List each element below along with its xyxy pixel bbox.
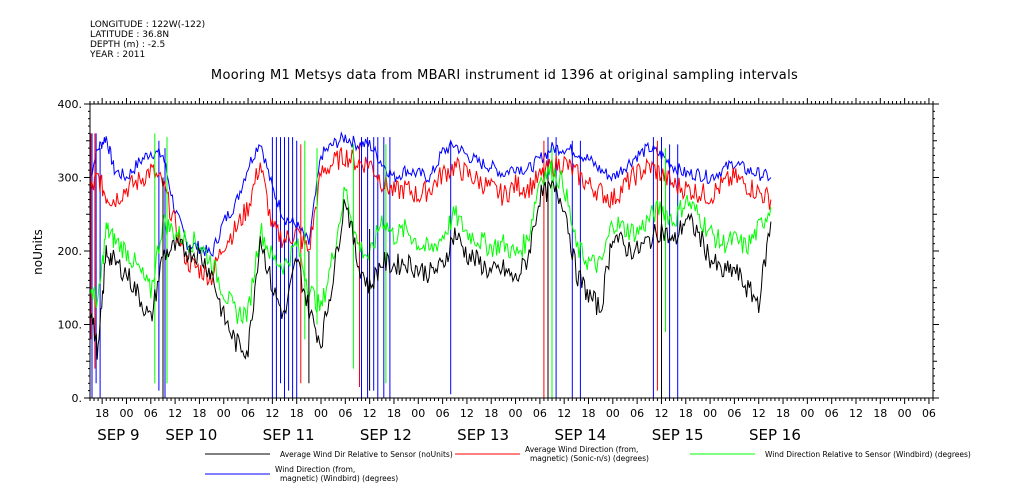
x-tick-label: 06: [241, 407, 255, 420]
x-tick-label: 18: [582, 407, 596, 420]
day-label: SEP 11: [263, 426, 315, 444]
legend: Average Wind Dir Relative to Sensor (noU…: [205, 445, 971, 483]
day-label: SEP 9: [97, 426, 139, 444]
y-tick-label: 300.: [58, 172, 83, 185]
series-line-2: [89, 133, 772, 398]
legend-label-0: Average Wind Dir Relative to Sensor (noU…: [280, 450, 453, 459]
series-line-3: [89, 177, 772, 398]
day-label: SEP 10: [165, 426, 217, 444]
x-tick-label: 12: [363, 407, 377, 420]
day-label: SEP 14: [554, 426, 606, 444]
x-tick-label: 12: [654, 407, 668, 420]
series-layer: [89, 131, 772, 398]
day-label: SEP 15: [652, 426, 704, 444]
x-tick-label: 18: [679, 407, 693, 420]
x-tick-label: 18: [387, 407, 401, 420]
chart-title: Mooring M1 Metsys data from MBARI instru…: [210, 68, 799, 83]
year-text: YEAR : 2011: [90, 50, 146, 60]
x-tick-label: 00: [898, 407, 912, 420]
x-tick-label: 00: [703, 407, 717, 420]
x-tick-label: 12: [557, 407, 571, 420]
y-tick-label: 400.: [58, 98, 83, 111]
x-tick-label: 06: [825, 407, 839, 420]
x-tick-label: 18: [95, 407, 109, 420]
x-tick-label: 00: [119, 407, 133, 420]
x-tick-label: 06: [922, 407, 936, 420]
x-tick-label: 18: [192, 407, 206, 420]
day-label: SEP 16: [749, 426, 801, 444]
x-tick-label: 06: [144, 407, 158, 420]
legend-label-2: Wind Direction Relative to Sensor (Windb…: [765, 450, 971, 459]
x-tick-label: 18: [484, 407, 498, 420]
latitude-text: LATITUDE : 36.8N: [90, 30, 170, 40]
x-tick-label: 12: [752, 407, 766, 420]
x-tick-label: 18: [290, 407, 304, 420]
y-tick-label: 100.: [58, 319, 83, 332]
series-line-1: [89, 133, 772, 398]
y-tick-label: 200.: [58, 245, 83, 258]
x-tick-label: 12: [265, 407, 279, 420]
x-tick-label: 00: [606, 407, 620, 420]
legend-label-3: Wind Direction (from, magnetic) (Windbird…: [275, 465, 398, 483]
plot-frame: [89, 103, 934, 399]
x-tick-label: 00: [411, 407, 425, 420]
x-tick-label: 06: [338, 407, 352, 420]
x-tick-label: 06: [436, 407, 450, 420]
day-label: SEP 12: [360, 426, 412, 444]
legend-label-1: Average Wind Direction (from, magnetic) (…: [525, 445, 649, 463]
depth-text: DEPTH (m) : -2.5: [90, 40, 166, 50]
x-tick-label: 06: [630, 407, 644, 420]
x-tick-label: 00: [217, 407, 231, 420]
axes-layer: 0. 100. 200. 300. 400. 18 00 06 12 18 00 06 12 18 00 06…: [58, 98, 939, 444]
x-tick-label: 18: [873, 407, 887, 420]
y-tick-label: 0.: [72, 392, 83, 405]
x-tick-label: 00: [314, 407, 328, 420]
x-tick-label: 06: [533, 407, 547, 420]
x-tick-label: 06: [727, 407, 741, 420]
longitude-text: LONGITUDE : 122W(-122): [90, 20, 206, 30]
x-tick-label: 18: [776, 407, 790, 420]
y-axis-label: noUnits: [31, 229, 45, 275]
x-tick-label: 12: [849, 407, 863, 420]
day-label: SEP 13: [457, 426, 509, 444]
x-tick-label: 00: [800, 407, 814, 420]
x-tick-label: 12: [460, 407, 474, 420]
metadata-block: LONGITUDE : 122W(-122) LATITUDE : 36.8N …: [90, 20, 205, 60]
x-tick-label: 12: [168, 407, 182, 420]
x-tick-label: 00: [509, 407, 523, 420]
